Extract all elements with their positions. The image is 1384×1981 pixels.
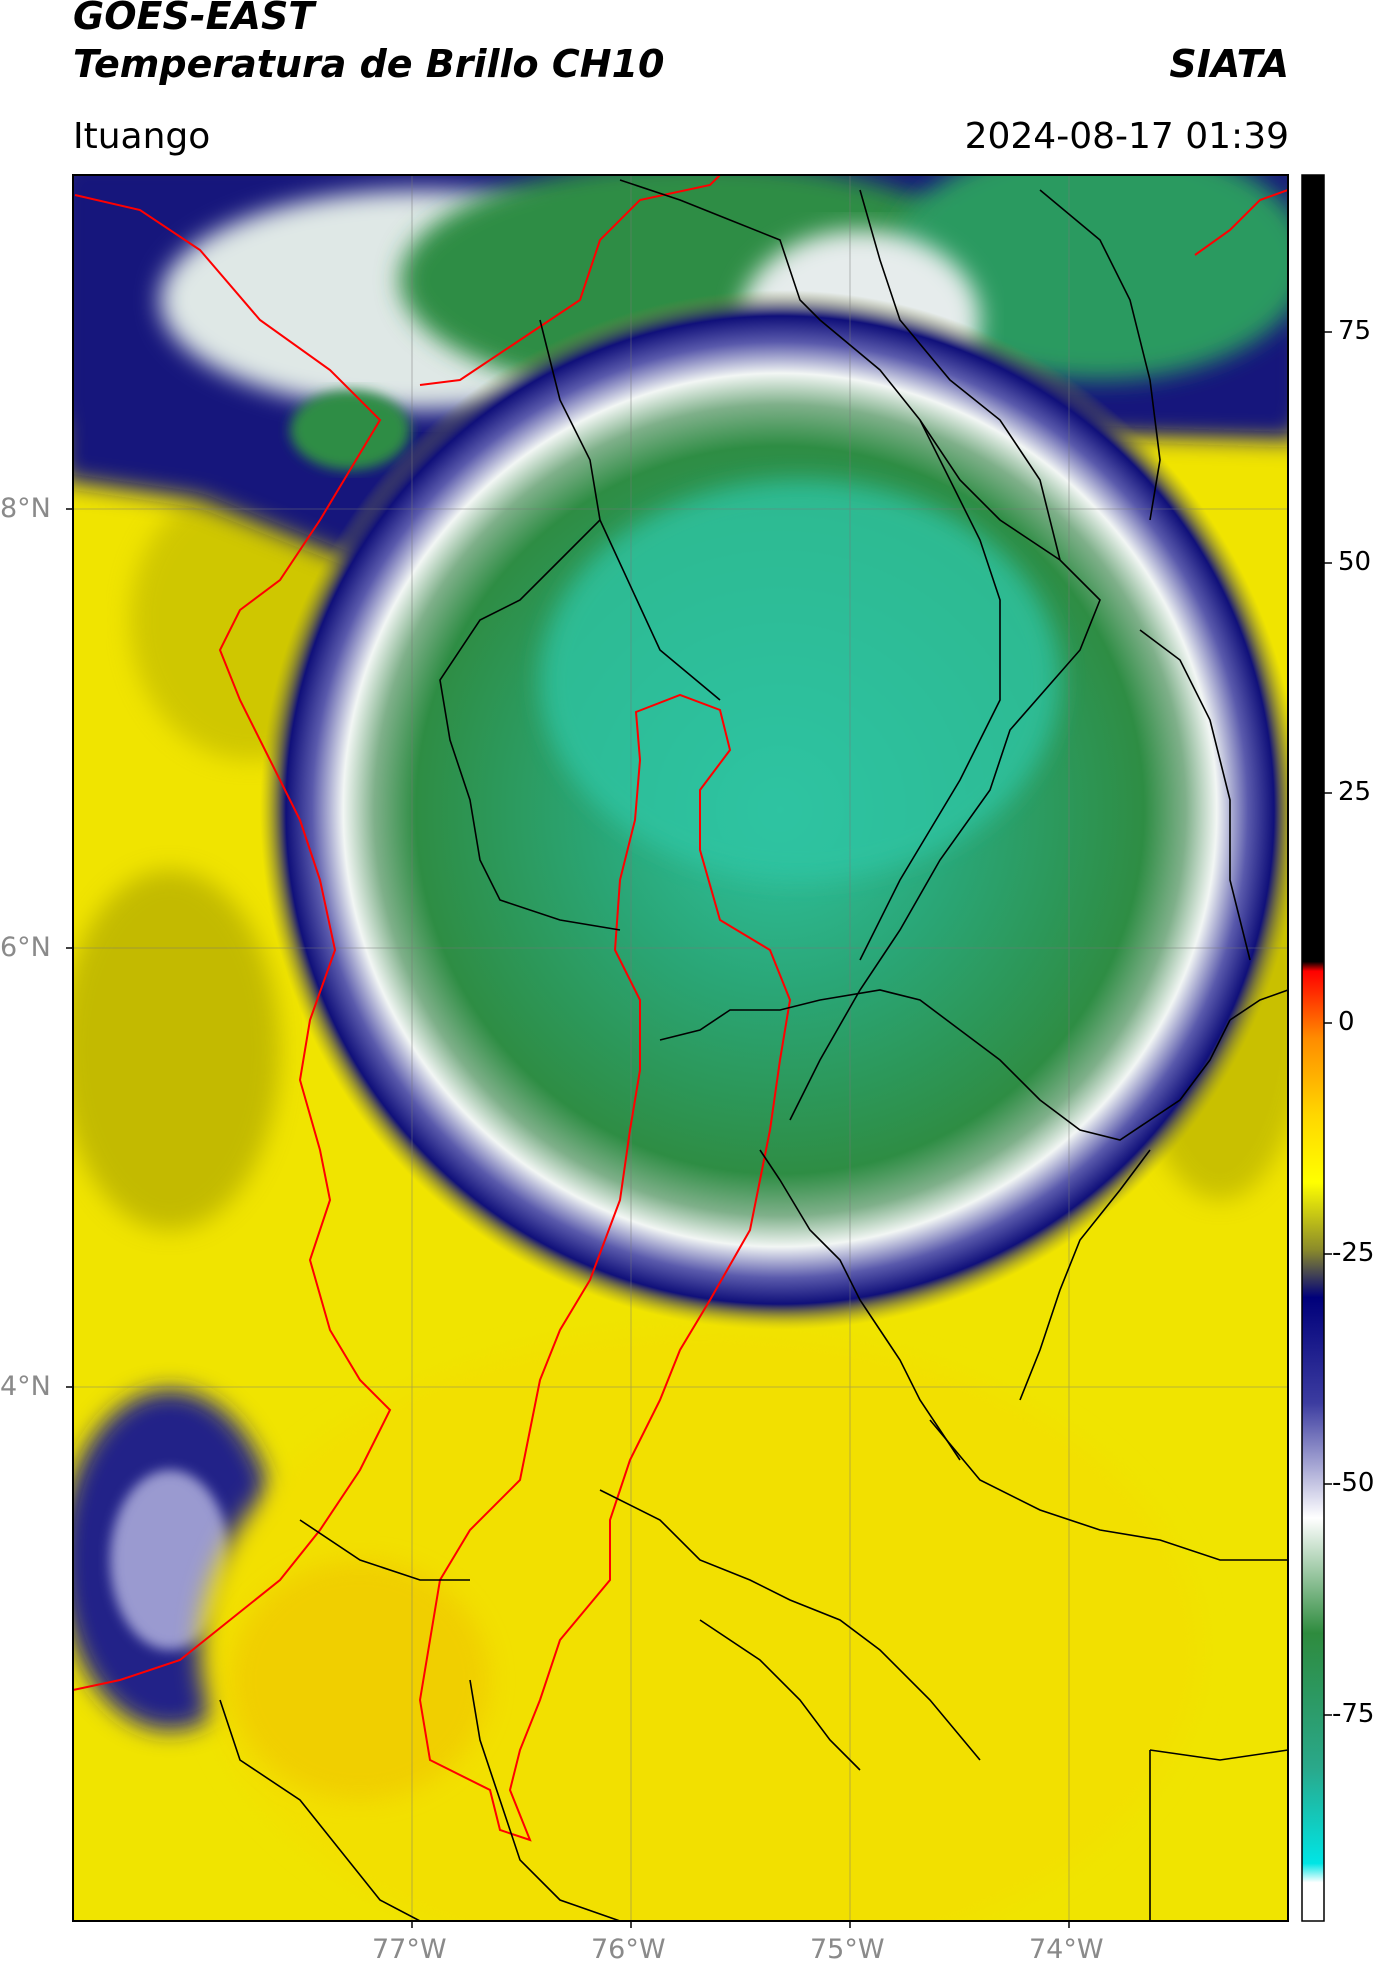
timestamp-label: 2024-08-17 01:39 <box>964 116 1289 157</box>
lon-label-75w: 75°W <box>810 1934 885 1965</box>
colorbar-tick-50: 50 <box>1338 547 1372 577</box>
lon-label-74w: 74°W <box>1029 1934 1104 1965</box>
lat-label-4n: 4°N <box>0 1371 51 1402</box>
graticule <box>73 175 1288 1921</box>
colorbar-ticks <box>1324 331 1332 1716</box>
organization-label: SIATA <box>1169 42 1289 86</box>
location-label: Ituango <box>73 116 211 157</box>
region-outline <box>418 693 792 1842</box>
colorbar-tick-m25: -25 <box>1332 1238 1375 1268</box>
lat-label-8n: 8°N <box>0 493 51 524</box>
product-title: Temperatura de Brillo CH10 <box>73 42 665 86</box>
admin-borders <box>219 179 1288 1921</box>
satellite-title: GOES-EAST <box>73 0 315 38</box>
lon-label-76w: 76°W <box>591 1934 666 1965</box>
satellite-image <box>73 175 1288 1921</box>
lat-label-6n: 6°N <box>0 932 51 963</box>
colorbar-tick-75: 75 <box>1338 316 1372 346</box>
colorbar-tick-0: 0 <box>1338 1007 1355 1037</box>
lon-label-77w: 77°W <box>372 1934 447 1965</box>
coastline-north <box>419 175 721 386</box>
map-frame <box>72 174 1289 1922</box>
border-east <box>1194 189 1288 256</box>
colorbar <box>1301 174 1325 1922</box>
colorbar-tick-m75: -75 <box>1332 1699 1375 1729</box>
colorbar-tick-25: 25 <box>1338 777 1372 807</box>
colorbar-tick-m50: -50 <box>1332 1468 1375 1498</box>
axis-ticks <box>66 508 1070 1928</box>
coastline <box>73 194 392 1691</box>
